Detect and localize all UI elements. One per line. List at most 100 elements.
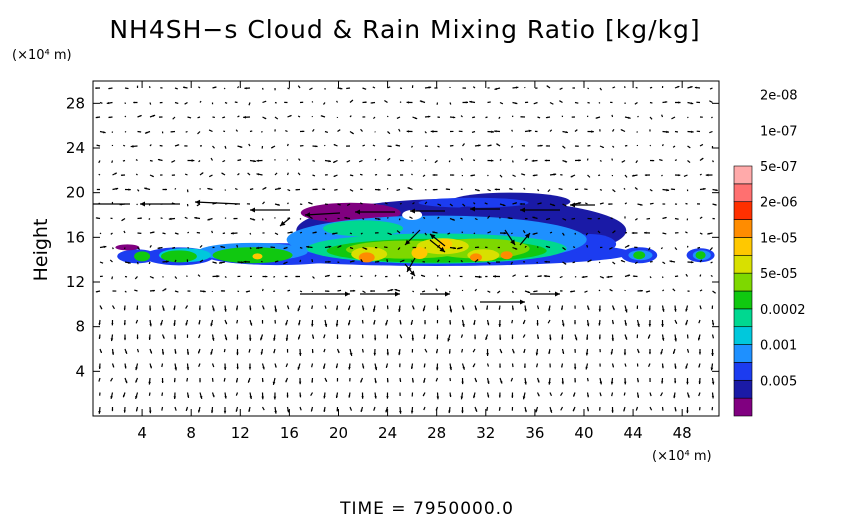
wind-arrow [287,289,291,292]
wind-arrow [361,348,364,353]
wind-arrow [460,334,464,338]
wind-arrow [698,392,701,397]
wind-arrow [274,116,279,120]
wind-arrowhead [135,380,138,383]
wind-arrowhead [256,246,259,250]
wind-arrow [134,289,138,292]
wind-arrowhead [690,102,694,105]
wind-arrow [111,160,114,163]
x-tick-label: 36 [525,424,544,442]
wind-arrow [522,230,526,234]
wind-arrowhead [248,338,252,341]
wind-arrow [298,158,301,161]
wind-arrow [510,261,514,265]
wind-arrowhead [160,322,163,326]
wind-arrowhead [591,130,594,133]
wind-arrowhead [274,410,277,414]
wind-arrow [574,101,579,104]
colorbar-swatch [733,201,753,220]
wind-arrow [586,244,589,248]
wind-arrowhead [136,308,139,310]
wind-arrow [709,247,713,251]
wind-arrow [424,232,428,236]
wind-arrowhead [587,307,590,310]
wind-arrow [224,101,228,104]
wind-arrowhead [399,322,402,325]
wind-arrowhead [327,274,330,277]
wind-arrow [297,172,301,176]
wind-arrow [662,232,667,235]
wind-arrow [659,159,663,162]
wind-arrow [311,363,314,368]
wind-arrow [274,172,278,176]
wind-arrowhead [522,396,526,400]
wind-arrowhead [295,188,298,191]
wind-arrowhead [478,144,481,147]
wind-arrow [249,232,252,235]
wind-arrowhead [385,322,388,326]
wind-arrow [661,144,664,147]
wind-arrowhead [473,395,476,399]
wind-arrowhead [674,338,677,342]
wind-arrow [674,159,677,162]
wind-arrowhead [345,291,350,297]
wind-arrow [487,290,491,293]
wind-arrow [309,216,313,220]
wind-arrowhead [410,322,413,325]
wind-arrowhead [100,351,102,353]
wind-arrowhead [489,144,492,147]
wind-arrowhead [264,187,267,190]
wind-arrowhead [610,381,614,385]
wind-arrow [699,274,702,277]
wind-arrowhead [136,337,139,340]
wind-arrow [135,173,138,176]
wind-arrowhead [324,323,328,327]
wind-arrow [99,232,102,235]
wind-arrow [471,130,476,134]
wind-arrowhead [520,207,525,213]
wind-arrowhead [544,159,547,162]
wind-arrow [624,202,628,205]
wind-arrow [136,348,140,353]
colorbar-swatch [733,379,753,399]
wind-arrowhead [631,174,635,177]
wind-arrow [149,102,152,105]
wind-arrowhead [430,130,434,133]
wind-arrowhead [201,172,204,175]
wind-arrowhead [273,338,276,341]
wind-arrow [685,231,688,234]
wind-arrow [496,290,501,294]
wind-arrowhead [278,187,281,190]
wind-arrow [533,101,538,105]
wind-arrow [612,145,615,148]
wind-arrow [487,174,489,177]
wind-arrow [634,187,638,190]
wind-arrowhead [310,409,313,412]
wind-arrow [299,246,303,249]
wind-arrowhead [632,275,635,278]
wind-arrowhead [123,395,125,398]
wind-arrow [422,174,426,178]
wind-arrow [599,392,602,397]
wind-arrow [649,188,653,192]
wind-arrowhead [487,395,490,398]
wind-arrowhead [236,366,239,370]
wind-arrow [249,130,253,133]
wind-arrowhead [436,351,438,354]
wind-arrowhead [235,409,238,412]
wind-arrow [584,290,588,293]
wind-arrowhead [644,174,647,177]
wind-arrowhead [386,336,389,339]
wind-arrow [222,232,226,235]
wind-arrow [174,406,177,411]
wind-arrowhead [157,158,160,161]
wind-arrowhead [348,395,351,398]
wind-arrowhead [552,203,556,207]
wind-arrowhead [414,117,418,120]
wind-arrowhead [130,144,134,148]
wind-arrowhead [511,308,514,311]
wind-arrowhead [212,395,215,398]
wind-arrow [360,232,363,235]
wind-arrow [647,363,651,367]
wind-arrow [124,87,129,90]
